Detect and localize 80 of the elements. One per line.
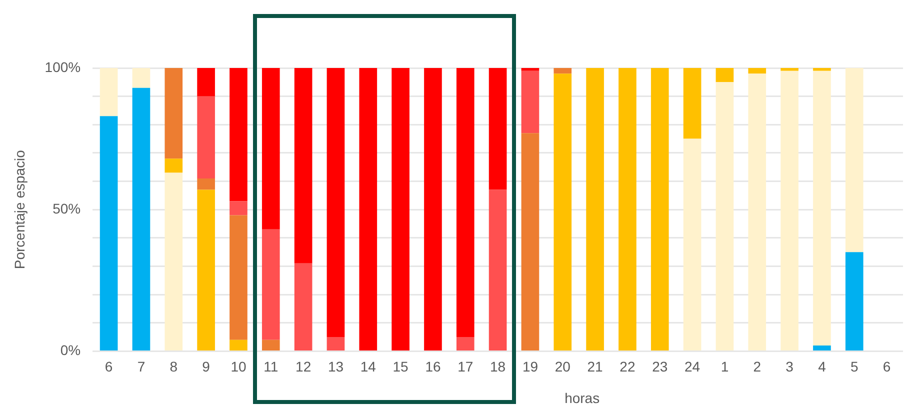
x-tick-label: 1 [720, 358, 729, 374]
bar [132, 68, 150, 88]
bar [813, 68, 831, 71]
x-tick-label: 9 [202, 358, 210, 374]
bar [230, 215, 248, 340]
bar [197, 178, 215, 190]
bar [164, 172, 183, 350]
bar [813, 346, 831, 350]
x-tick-label: 11 [264, 358, 278, 374]
bar [359, 68, 378, 350]
bar [521, 133, 540, 350]
x-tick-label: 24 [684, 358, 700, 374]
bar [748, 74, 766, 350]
x-tick-label: 14 [360, 358, 376, 374]
x-tick-label: 21 [587, 358, 604, 374]
bar [554, 68, 572, 74]
x-tick-label: 12 [296, 358, 312, 374]
bar [392, 68, 410, 350]
bar [197, 96, 215, 178]
x-tick-label: 4 [818, 358, 826, 374]
x-tick-label: 10 [230, 358, 246, 374]
x-tick-label: 15 [392, 358, 409, 374]
bar [618, 68, 636, 350]
bar [230, 340, 248, 350]
bar [164, 68, 183, 159]
bar [326, 337, 345, 350]
x-tick-label: 17 [458, 358, 474, 374]
bar [230, 68, 248, 202]
bar [100, 68, 118, 116]
bar [845, 68, 864, 252]
x-tick-label: 5 [850, 358, 858, 374]
bar [716, 68, 734, 82]
x-tick-label: 13 [328, 358, 344, 374]
bar [488, 190, 507, 350]
bar [716, 82, 734, 350]
x-tick-label: 20 [554, 358, 571, 374]
bar [521, 68, 540, 71]
x-tick-label: 19 [522, 358, 538, 374]
bar [294, 263, 312, 350]
bar [326, 68, 345, 338]
bar [488, 68, 507, 190]
x-tick-label: 18 [490, 358, 506, 374]
y-tick-label: 50% [52, 200, 81, 216]
x-tick-label: 6 [882, 358, 891, 374]
bar [554, 74, 572, 350]
bar [845, 252, 864, 350]
bar [586, 68, 604, 350]
bar [650, 68, 669, 350]
bar [780, 70, 798, 350]
x-tick-label: 23 [652, 358, 668, 374]
bar [294, 68, 312, 264]
x-tick-label: 16 [425, 358, 441, 374]
x-tick-label: 7 [137, 358, 146, 374]
bar [262, 229, 280, 340]
y-tick-label: 100% [44, 58, 81, 75]
y-tick-label: 0% [60, 342, 81, 358]
bar [262, 340, 280, 350]
bar [230, 201, 248, 216]
x-tick-label: 2 [753, 358, 762, 374]
bar [164, 158, 183, 173]
x-tick-label: 3 [786, 358, 794, 374]
bar [813, 70, 831, 346]
bar [780, 68, 798, 71]
bar [197, 190, 215, 350]
bar [100, 116, 118, 350]
bar [683, 68, 702, 139]
bar [456, 337, 474, 350]
x-tick-label: 22 [620, 358, 636, 374]
bar [748, 68, 766, 74]
bar [456, 68, 474, 338]
x-axis-title: horas [564, 390, 600, 406]
bar [262, 68, 280, 230]
y-axis-title: Porcentaje espacio [11, 150, 28, 270]
x-tick-label: 6 [104, 358, 113, 374]
bar [521, 70, 540, 134]
x-tick-label: 8 [170, 358, 178, 374]
bar [424, 68, 442, 350]
bar [683, 138, 702, 350]
bar [132, 88, 150, 350]
bar [197, 68, 215, 96]
